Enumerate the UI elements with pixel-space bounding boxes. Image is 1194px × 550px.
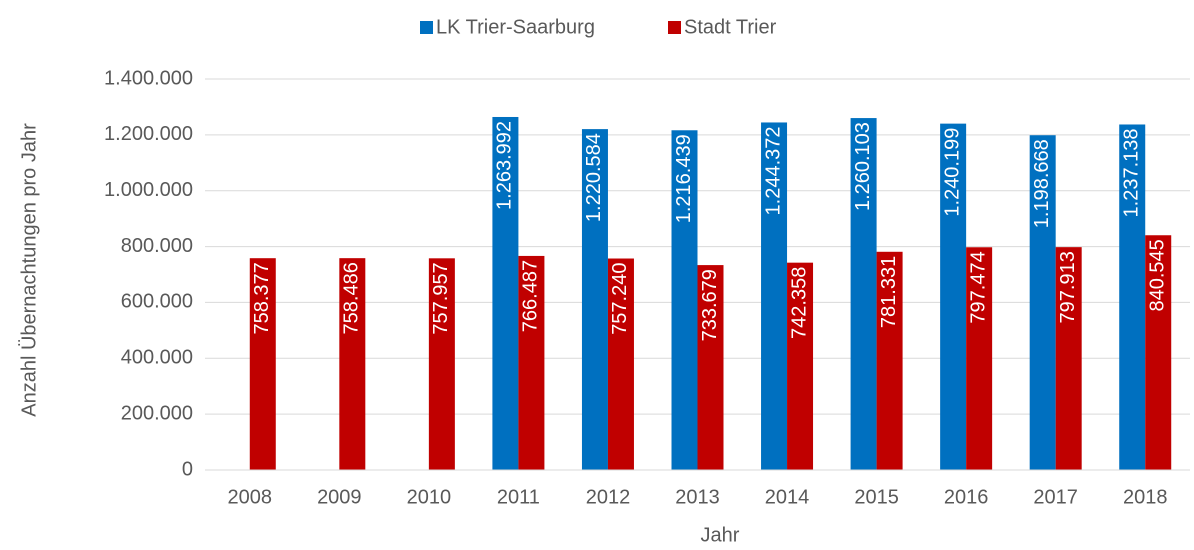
x-tick-label: 2017 — [1033, 486, 1078, 508]
x-tick-label: 2015 — [854, 486, 899, 508]
data-label: 840.545 — [1147, 239, 1169, 311]
bar — [1055, 247, 1082, 470]
data-label: 733.679 — [699, 269, 721, 341]
y-tick-label: 800.000 — [121, 235, 193, 257]
data-label: 758.486 — [341, 262, 363, 334]
y-tick-label: 600.000 — [121, 291, 193, 313]
x-tick-label: 2008 — [228, 486, 273, 508]
x-tick-label: 2011 — [497, 486, 540, 508]
data-label: 757.240 — [609, 263, 631, 335]
data-label: 1.216.439 — [673, 134, 695, 223]
bar — [1119, 124, 1146, 470]
bar — [581, 129, 608, 470]
y-tick-label: 200.000 — [121, 402, 193, 424]
legend-label: LK Trier-Saarburg — [436, 16, 595, 38]
data-label: 742.358 — [788, 267, 810, 339]
x-tick-label: 2016 — [944, 486, 989, 508]
y-tick-label: 0 — [182, 458, 193, 480]
data-label: 1.237.138 — [1121, 128, 1143, 217]
bar — [761, 122, 788, 471]
data-label: 797.913 — [1057, 251, 1079, 323]
bar — [876, 251, 903, 470]
y-axis-title: Anzahl Übernachtungen pro Jahr — [18, 123, 40, 417]
bar — [339, 258, 366, 470]
x-tick-label: 2018 — [1123, 486, 1168, 508]
bar — [1029, 135, 1056, 470]
y-tick-label: 400.000 — [121, 347, 193, 369]
data-label: 766.487 — [520, 260, 542, 332]
data-label: 797.474 — [967, 251, 989, 323]
bar — [850, 118, 877, 471]
bar — [671, 130, 698, 470]
x-tick-label: 2014 — [765, 486, 810, 508]
x-tick-label: 2010 — [407, 486, 452, 508]
data-label: 781.331 — [878, 256, 900, 328]
x-tick-label: 2013 — [675, 486, 720, 508]
data-label: 1.220.584 — [583, 133, 605, 222]
bar — [940, 123, 967, 471]
y-tick-label: 1.000.000 — [104, 179, 193, 201]
data-label: 1.198.668 — [1031, 139, 1053, 228]
bar — [428, 258, 455, 470]
data-label: 758.377 — [251, 262, 273, 334]
bar — [1145, 235, 1172, 470]
legend-swatch — [420, 21, 433, 34]
bar — [492, 116, 519, 470]
bar — [518, 255, 545, 470]
data-label: 1.263.992 — [494, 121, 516, 210]
x-tick-label: 2009 — [317, 486, 362, 508]
legend-swatch — [668, 21, 681, 34]
legend-label: Stadt Trier — [684, 16, 777, 38]
bar — [966, 247, 993, 470]
y-tick-label: 1.200.000 — [104, 123, 193, 145]
bar — [697, 265, 724, 470]
bar — [787, 262, 814, 470]
data-label: 1.240.199 — [941, 128, 963, 217]
y-tick-label: 1.400.000 — [104, 67, 193, 89]
x-tick-label: 2012 — [586, 486, 631, 508]
x-axis-title: Jahr — [701, 524, 740, 546]
data-label: 757.957 — [430, 262, 452, 334]
bar — [607, 258, 634, 470]
data-label: 1.260.103 — [852, 122, 874, 211]
data-label: 1.244.372 — [762, 126, 784, 215]
bar — [249, 258, 276, 470]
